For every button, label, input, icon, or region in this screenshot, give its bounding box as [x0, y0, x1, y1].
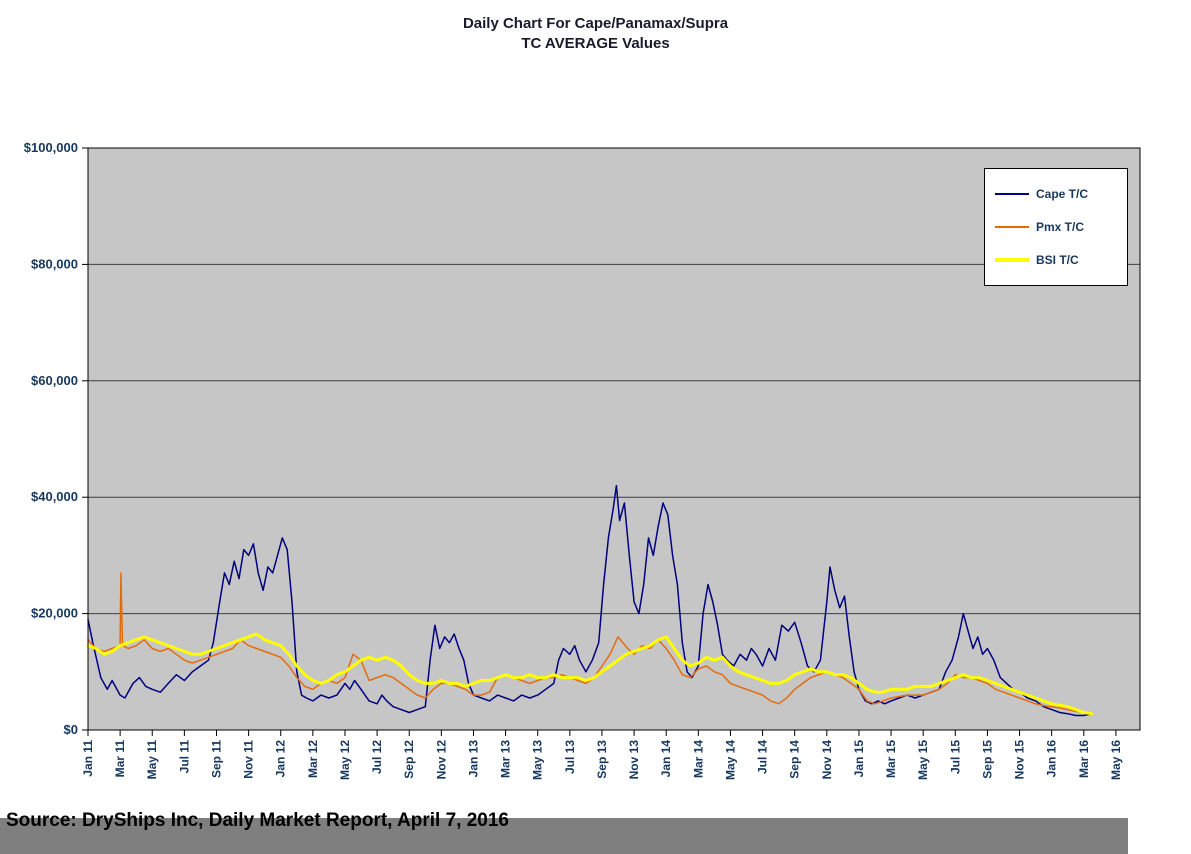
x-tick-label: Jul 15 [948, 740, 962, 774]
x-tick-label: Mar 11 [113, 740, 127, 778]
source-text: Source: DryShips Inc, Daily Market Repor… [6, 810, 509, 831]
chart-title-line1: Daily Chart For Cape/Panamax/Supra [462, 15, 729, 32]
x-tick-label: May 11 [145, 740, 159, 780]
x-tick-label: Mar 14 [691, 740, 705, 778]
x-tick-label: Jan 13 [466, 740, 480, 778]
chart-legend: Cape T/C Pmx T/C BSI T/C [984, 168, 1128, 286]
chart-title: Daily Chart For Cape/Panamax/Supra TC AV… [0, 14, 1191, 54]
x-tick-label: Sep 14 [788, 740, 802, 779]
x-tick-label: Jul 14 [756, 740, 770, 774]
y-tick-label: $100,000 [24, 140, 78, 155]
legend-label-bsi: BSI T/C [1036, 253, 1079, 268]
series-line-bsi-t-c [86, 632, 1094, 716]
x-tick-label: May 14 [723, 740, 737, 780]
bsi-line-sample [995, 258, 1029, 263]
x-tick-label: Jan 16 [1045, 740, 1059, 778]
x-tick-label: May 16 [1109, 740, 1123, 780]
x-tick-label: Nov 12 [434, 740, 448, 780]
pmx-line-sample [995, 225, 1029, 228]
y-tick-label: $40,000 [31, 489, 78, 504]
x-tick-label: May 15 [916, 740, 930, 780]
plot-area [88, 148, 1140, 730]
x-tick-label: Jul 13 [563, 740, 577, 774]
x-tick-label: Jan 15 [852, 740, 866, 778]
y-tick-label: $60,000 [31, 373, 78, 388]
x-tick-label: Sep 11 [209, 740, 223, 778]
legend-label-pmx: Pmx T/C [1036, 219, 1085, 234]
source-bar [0, 818, 1128, 854]
cape-line-sample [995, 192, 1029, 195]
x-tick-label: Jul 12 [370, 740, 384, 774]
series-line-cape-t-c [87, 484, 1093, 717]
legend-item-pmx: Pmx T/C [995, 220, 1117, 234]
x-tick-label: Jul 11 [177, 740, 191, 774]
y-tick-label: $0 [64, 722, 78, 737]
x-tick-label: Jan 11 [81, 740, 95, 777]
x-tick-label: Sep 13 [595, 740, 609, 779]
x-tick-label: Jan 14 [659, 740, 673, 778]
x-tick-label: Jan 12 [274, 740, 288, 778]
x-tick-label: Mar 12 [306, 740, 320, 778]
x-tick-label: Mar 15 [884, 740, 898, 778]
x-tick-label: Nov 15 [1013, 740, 1027, 780]
x-tick-label: Mar 13 [499, 740, 513, 778]
y-tick-label: $20,000 [31, 606, 78, 621]
y-tick-label: $80,000 [31, 256, 78, 271]
x-tick-label: Mar 16 [1077, 740, 1091, 778]
legend-item-cape: Cape T/C [995, 187, 1117, 201]
chart-title-line2: TC AVERAGE Values [521, 35, 670, 52]
x-tick-label: Sep 12 [402, 740, 416, 779]
x-tick-label: Nov 13 [627, 740, 641, 780]
x-tick-label: Sep 15 [980, 740, 994, 779]
x-tick-label: Nov 11 [242, 740, 256, 779]
plot-border [87, 147, 1141, 731]
x-tick-label: May 13 [531, 740, 545, 780]
legend-label-cape: Cape T/C [1036, 186, 1089, 201]
legend-item-bsi: BSI T/C [995, 253, 1117, 267]
x-tick-label: Nov 14 [820, 740, 834, 780]
x-tick-label: May 12 [338, 740, 352, 780]
